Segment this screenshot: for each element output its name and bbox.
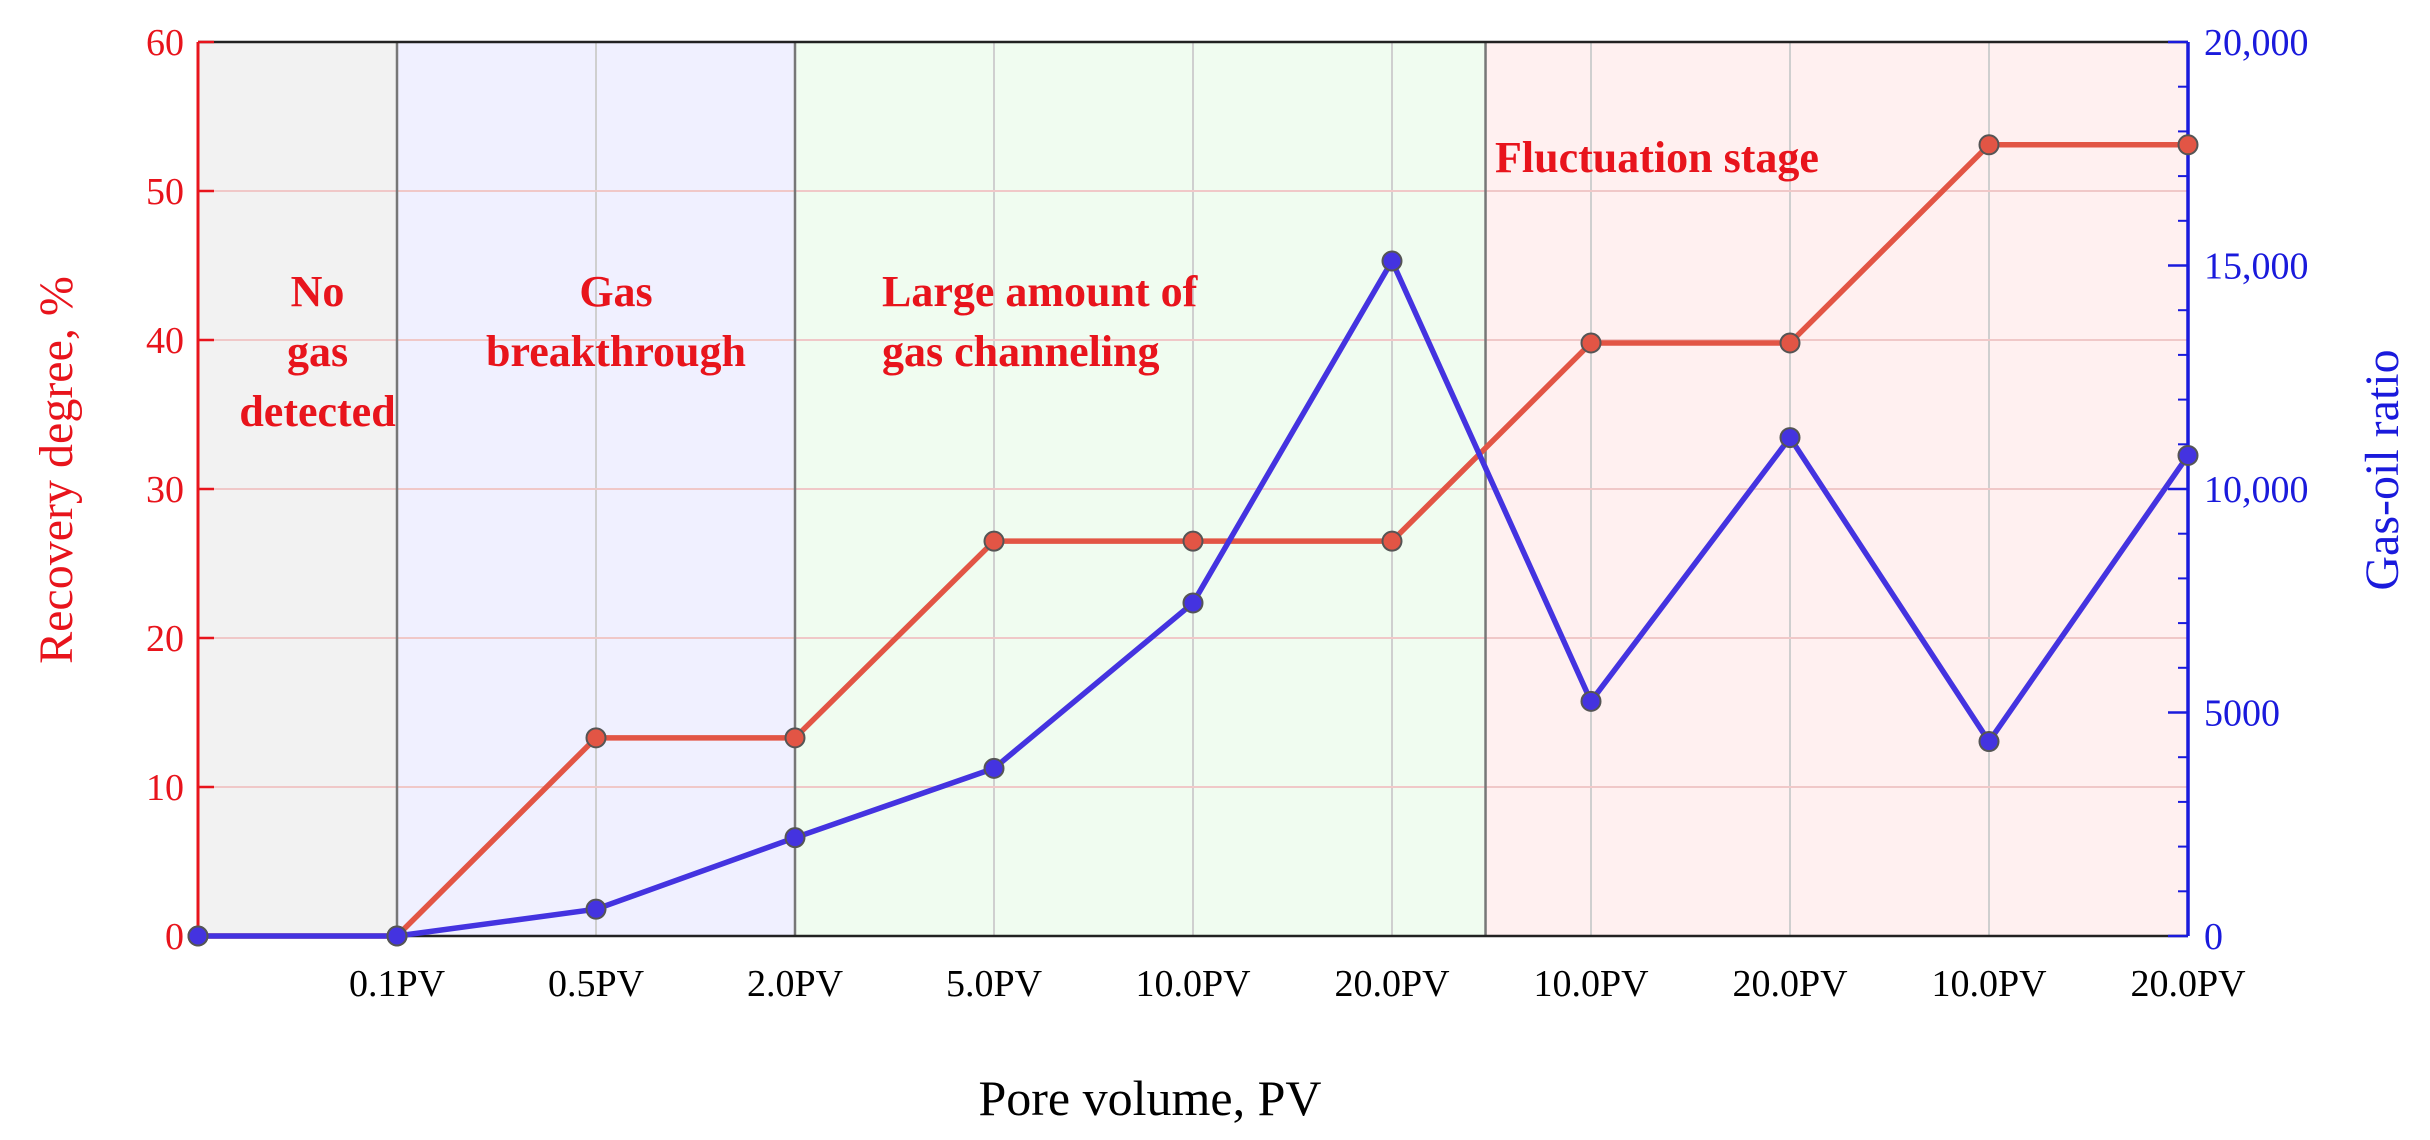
recovery-degree-point bbox=[1580, 332, 1602, 354]
right-y-tick-label: 20,000 bbox=[2204, 22, 2309, 64]
gas-oil-ratio-point bbox=[1182, 592, 1204, 614]
stage-dividers bbox=[395, 42, 1487, 936]
left-y-tick-label: 40 bbox=[146, 320, 184, 362]
gas-oil-ratio-point bbox=[386, 925, 408, 947]
left-y-axis-label: Recovery degree, % bbox=[30, 276, 83, 664]
stage-label-line: Fluctuation stage bbox=[1495, 133, 1819, 182]
gas-oil-ratio-point bbox=[1779, 427, 1801, 449]
left-y-tick-label: 10 bbox=[146, 767, 184, 809]
left-y-tick-label: 30 bbox=[146, 469, 184, 511]
stage-label-line: gas bbox=[287, 327, 348, 376]
stage-label-line: gas channeling bbox=[882, 327, 1160, 376]
x-tick-label: 5.0PV bbox=[946, 963, 1043, 1005]
recovery-degree-point bbox=[2177, 134, 2199, 156]
stage-label-line: Gas bbox=[579, 267, 652, 316]
left-y-tick-label: 20 bbox=[146, 618, 184, 660]
gas-oil-ratio-point bbox=[2177, 444, 2199, 466]
gas-oil-ratio-point bbox=[784, 827, 806, 849]
gas-oil-ratio-point bbox=[983, 757, 1005, 779]
stage-label-line: detected bbox=[239, 387, 395, 436]
gas-oil-ratio-point bbox=[1580, 690, 1602, 712]
stage-label-line: No bbox=[291, 267, 345, 316]
recovery-degree-point bbox=[1779, 332, 1801, 354]
x-tick-label: 20.0PV bbox=[1334, 963, 1450, 1005]
x-axis-label: Pore volume, PV bbox=[978, 1070, 1321, 1126]
x-tick-label: 0.5PV bbox=[548, 963, 645, 1005]
recovery-degree-point bbox=[1978, 134, 2000, 156]
recovery-degree-point bbox=[1182, 530, 1204, 552]
x-tick-label: 2.0PV bbox=[747, 963, 844, 1005]
gas-oil-ratio-point bbox=[187, 925, 209, 947]
gas-oil-ratio-point bbox=[1978, 731, 2000, 753]
left-y-tick-label: 60 bbox=[146, 22, 184, 64]
right-y-tick-label: 15,000 bbox=[2204, 246, 2309, 288]
recovery-degree-point bbox=[1381, 530, 1403, 552]
recovery-degree-point bbox=[585, 727, 607, 749]
x-tick-label: 10.0PV bbox=[1533, 963, 1649, 1005]
x-tick-label: 0.1PV bbox=[349, 963, 446, 1005]
tick-labels: 0 10 20 30 40 50 60 0 5000 10,000 15,000 20,000 0.1P… bbox=[146, 22, 2309, 1005]
stage-label-line: Large amount of bbox=[882, 267, 1199, 316]
x-tick-label: 20.0PV bbox=[1732, 963, 1848, 1005]
gas-oil-ratio-point bbox=[1381, 250, 1403, 272]
gas-oil-ratio-point bbox=[585, 898, 607, 920]
x-tick-label: 20.0PV bbox=[2130, 963, 2246, 1005]
x-tick-label: 10.0PV bbox=[1931, 963, 2047, 1005]
right-y-tick-label: 0 bbox=[2204, 916, 2223, 958]
left-y-tick-label: 50 bbox=[146, 171, 184, 213]
x-tick-label: 10.0PV bbox=[1135, 963, 1251, 1005]
stage-labels: No gas detected Gas breakthrough Large amount… bbox=[239, 133, 1819, 436]
right-y-axis-label: Gas-oil ratio bbox=[2356, 349, 2409, 590]
right-y-tick-label: 10,000 bbox=[2204, 469, 2309, 511]
recovery-degree-point bbox=[983, 530, 1005, 552]
stage-label-line: breakthrough bbox=[486, 327, 746, 376]
left-y-tick-label: 0 bbox=[165, 916, 184, 958]
data-series bbox=[187, 134, 2199, 947]
right-y-tick-label: 5000 bbox=[2204, 693, 2280, 735]
recovery-degree-point bbox=[784, 727, 806, 749]
